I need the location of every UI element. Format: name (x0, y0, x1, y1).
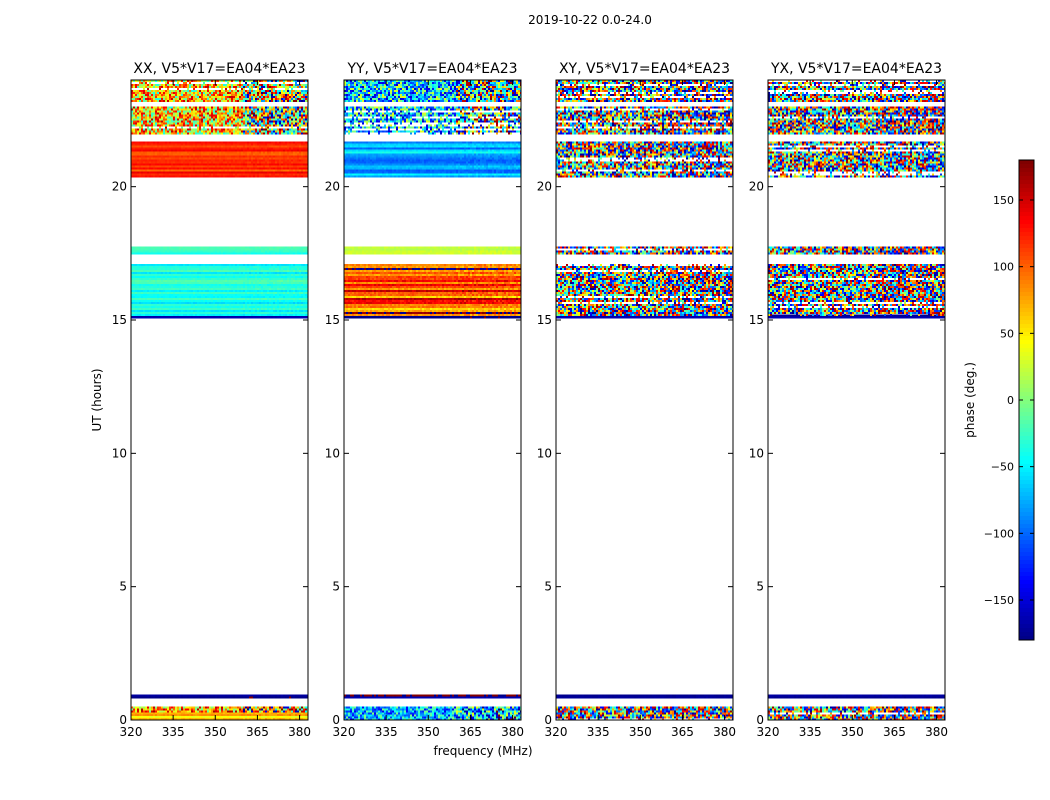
x-tick-label: 335 (162, 725, 185, 739)
y-tick-label: 0 (119, 713, 127, 727)
data-band (768, 80, 945, 102)
figure-title: 2019-10-22 0.0-24.0 (0, 13, 1050, 27)
y-tick-label: 15 (325, 313, 340, 327)
data-band (556, 106, 733, 135)
x-axis-label: frequency (MHz) (433, 744, 532, 758)
data-band (556, 694, 733, 699)
x-tick-label: 365 (459, 725, 482, 739)
data-band (344, 141, 521, 178)
data-band (768, 694, 945, 699)
colorbar-tick-label: −100 (984, 527, 1014, 540)
data-band (344, 246, 521, 255)
colorbar-tick-label: 100 (993, 261, 1014, 274)
plot-frame (767, 79, 946, 721)
y-tick-label: 20 (325, 180, 340, 194)
x-tick-label: 335 (375, 725, 398, 739)
colorbar-tick-label: −50 (991, 461, 1014, 474)
y-tick-label: 10 (537, 446, 552, 460)
data-band (768, 141, 945, 178)
data-band (344, 694, 521, 699)
panel-2: YY, V5*V17=EA04*EA23 0 5 10 15 20 320 335 350 365… (325, 61, 524, 739)
x-tick-label: 365 (883, 725, 906, 739)
x-tick-label: 380 (501, 725, 524, 739)
x-tick-label: 380 (713, 725, 736, 739)
x-tick-label: 380 (925, 725, 948, 739)
x-tick-label: 320 (757, 725, 780, 739)
x-tick-label: 380 (288, 725, 311, 739)
data-band (556, 246, 733, 255)
data-band (556, 141, 733, 178)
data-band (768, 706, 945, 720)
panel-title: YY, V5*V17=EA04*EA23 (346, 61, 517, 77)
x-tick-label: 335 (587, 725, 610, 739)
panel-title: XY, V5*V17=EA04*EA23 (559, 61, 730, 77)
x-tick-label: 320 (333, 725, 356, 739)
data-band (344, 264, 521, 316)
y-tick-label: 10 (325, 446, 340, 460)
data-band (556, 80, 733, 102)
plot-frame (130, 79, 309, 721)
data-band (131, 141, 308, 178)
y-tick-label: 10 (749, 446, 764, 460)
colorbar (1018, 159, 1035, 641)
colorbar-tick-label: 150 (993, 194, 1014, 207)
data-band (344, 706, 521, 720)
x-tick-label: 350 (629, 725, 652, 739)
x-tick-label: 320 (120, 725, 143, 739)
heatmap-cells (344, 80, 521, 720)
y-tick-label: 20 (112, 180, 127, 194)
x-tick-label: 350 (841, 725, 864, 739)
data-band (344, 106, 521, 135)
panel-1: XX, V5*V17=EA04*EA23 0 5 10 15 20 320 335 350 365… (112, 61, 311, 739)
data-band (131, 706, 308, 713)
data-band (344, 80, 521, 102)
colorbar-tick-label: 0 (1007, 394, 1014, 407)
x-tick-label: 335 (799, 725, 822, 739)
data-band (556, 706, 733, 720)
y-tick-label: 20 (749, 180, 764, 194)
data-band (556, 264, 733, 316)
heatmap-cells (768, 80, 945, 720)
data-band (768, 246, 945, 255)
colorbar-tick-label: 50 (1000, 327, 1014, 340)
y-tick-label: 15 (537, 313, 552, 327)
data-band (131, 246, 308, 255)
panel-title: XX, V5*V17=EA04*EA23 (133, 61, 305, 77)
panel-title: YX, V5*V17=EA04*EA23 (770, 61, 942, 77)
colorbar-tick-label: −150 (984, 594, 1014, 607)
y-tick-label: 10 (112, 446, 127, 460)
data-band (768, 106, 945, 135)
x-tick-label: 350 (204, 725, 227, 739)
y-tick-label: 0 (756, 713, 764, 727)
x-tick-label: 320 (545, 725, 568, 739)
x-tick-label: 350 (417, 725, 440, 739)
colorbar-label: phase (deg.) (963, 362, 977, 438)
data-band (768, 264, 945, 316)
heatmap-cells (556, 80, 733, 720)
y-tick-label: 5 (756, 580, 764, 594)
y-axis-label: UT (hours) (90, 368, 104, 431)
panel-4: YX, V5*V17=EA04*EA23 0 5 10 15 20 320 335 350 365… (749, 61, 948, 739)
y-tick-label: 15 (112, 313, 127, 327)
data-band (131, 694, 308, 699)
y-tick-label: 0 (544, 713, 552, 727)
y-tick-label: 20 (537, 180, 552, 194)
panel-3: XY, V5*V17=EA04*EA23 0 5 10 15 20 320 335 350 365… (537, 61, 736, 739)
data-band (131, 264, 308, 316)
x-tick-label: 365 (671, 725, 694, 739)
y-tick-label: 5 (119, 580, 127, 594)
data-band (131, 106, 308, 135)
y-tick-label: 5 (544, 580, 552, 594)
heatmap-cells (131, 80, 308, 720)
y-tick-label: 15 (749, 313, 764, 327)
plot-frame (555, 79, 734, 721)
y-tick-label: 5 (332, 580, 340, 594)
x-tick-label: 365 (246, 725, 269, 739)
data-band (131, 712, 308, 720)
plot-frame (343, 79, 522, 721)
data-band (131, 80, 308, 102)
y-tick-label: 0 (332, 713, 340, 727)
